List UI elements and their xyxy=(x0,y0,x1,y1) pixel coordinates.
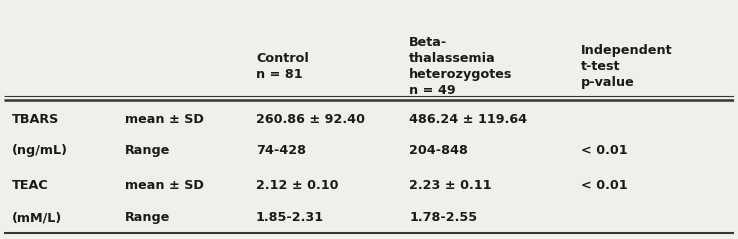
Text: 260.86 ± 92.40: 260.86 ± 92.40 xyxy=(256,113,365,126)
Text: (mM/L): (mM/L) xyxy=(12,211,62,224)
Text: Control
n = 81: Control n = 81 xyxy=(256,52,308,81)
Text: Range: Range xyxy=(125,211,170,224)
Text: 74-428: 74-428 xyxy=(256,144,306,157)
Text: 486.24 ± 119.64: 486.24 ± 119.64 xyxy=(409,113,527,126)
Text: mean ± SD: mean ± SD xyxy=(125,113,204,126)
Text: 1.85-2.31: 1.85-2.31 xyxy=(256,211,324,224)
Text: 204-848: 204-848 xyxy=(409,144,468,157)
Text: 2.12 ± 0.10: 2.12 ± 0.10 xyxy=(256,179,339,192)
Text: < 0.01: < 0.01 xyxy=(581,144,627,157)
Text: mean ± SD: mean ± SD xyxy=(125,179,204,192)
Text: Range: Range xyxy=(125,144,170,157)
Text: 2.23 ± 0.11: 2.23 ± 0.11 xyxy=(409,179,492,192)
Text: Independent
t-test
p-value: Independent t-test p-value xyxy=(581,44,672,89)
Text: 1.78-2.55: 1.78-2.55 xyxy=(409,211,477,224)
Text: < 0.01: < 0.01 xyxy=(581,179,627,192)
Text: TEAC: TEAC xyxy=(12,179,48,192)
Text: Beta-
thalassemia
heterozygotes
n = 49: Beta- thalassemia heterozygotes n = 49 xyxy=(409,36,512,97)
Text: (ng/mL): (ng/mL) xyxy=(12,144,67,157)
Text: TBARS: TBARS xyxy=(12,113,59,126)
